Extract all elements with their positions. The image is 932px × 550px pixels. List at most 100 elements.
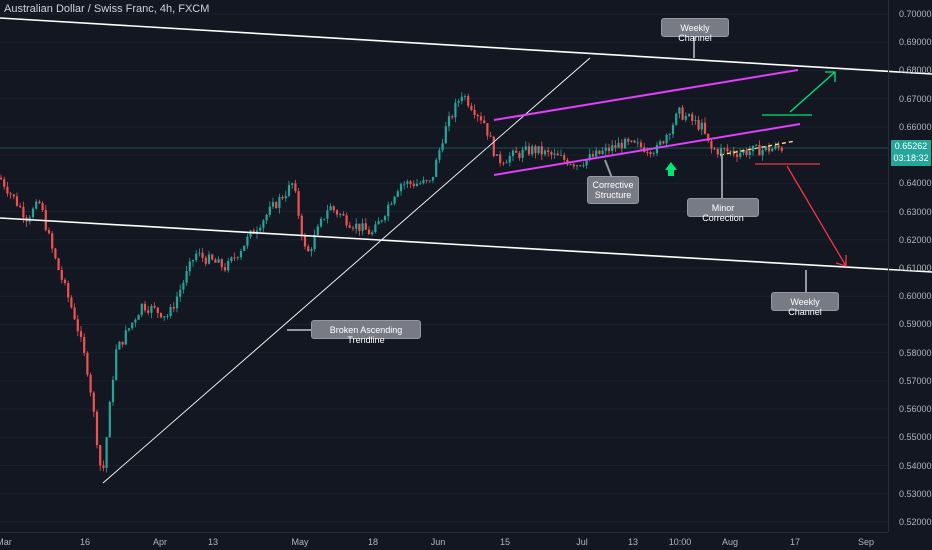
bull-candle: [617, 137, 620, 148]
bull-candle: [198, 248, 201, 257]
time-tick-label: Apr: [152, 537, 168, 547]
bear-candle: [156, 307, 159, 318]
bear-candle: [607, 143, 611, 155]
bear-candle: [223, 262, 227, 273]
bull-candle: [575, 164, 579, 171]
callout-label-line2: Structure: [594, 190, 632, 200]
bear-candle: [534, 144, 537, 159]
bear-candle: [159, 312, 163, 319]
bull-candle: [278, 193, 281, 214]
corrective-channel-upper-line[interactable]: [493, 69, 799, 121]
bull-candle: [524, 141, 527, 152]
bear-candle: [486, 123, 489, 140]
bull-candle: [163, 316, 166, 321]
bull-candle: [671, 122, 675, 138]
bull-candle: [140, 303, 143, 318]
bear-candle: [470, 102, 473, 112]
bull-candle: [655, 141, 659, 157]
time-tick-label: 18: [367, 537, 379, 547]
bear-candle: [153, 302, 156, 310]
callout-label: Broken Ascending Trendline: [329, 325, 403, 345]
bull-candle: [31, 206, 35, 219]
bull-candle: [393, 196, 396, 206]
bear-candle: [220, 258, 223, 271]
red-down-arrow[interactable]: [786, 165, 847, 267]
price-tick-label: 0.66000: [899, 121, 932, 132]
bull-candle: [118, 340, 121, 350]
bear-candle: [38, 199, 41, 205]
bull-candle: [601, 147, 604, 155]
green-up-marker-icon: [665, 162, 677, 176]
bull-candle: [460, 92, 463, 105]
bull-candle: [236, 256, 239, 261]
bear-candle: [44, 204, 47, 232]
callout-broken-trendline[interactable]: Broken Ascending Trendline: [311, 320, 421, 345]
bear-candle: [710, 139, 713, 154]
bear-candle: [332, 205, 335, 214]
weekly-channel-lower-line[interactable]: [0, 217, 932, 273]
bear-candle: [95, 409, 99, 449]
bear-candle: [479, 112, 483, 124]
weekly-channel-upper-line[interactable]: [0, 17, 932, 75]
time-tick-label: 17: [789, 537, 801, 547]
bull-candle: [310, 247, 313, 257]
bear-candle: [99, 444, 102, 471]
bull-candle: [441, 138, 444, 153]
callout-corrective-structure[interactable]: Corrective Structure: [587, 176, 639, 204]
bull-candle: [665, 133, 668, 147]
bear-candle: [614, 140, 617, 152]
bear-candle: [25, 214, 28, 227]
bull-candle: [259, 224, 262, 233]
bear-candle: [707, 133, 710, 143]
bull-candle: [531, 144, 534, 157]
bear-candle: [9, 191, 12, 199]
bear-candle: [547, 147, 550, 157]
bear-candle: [214, 257, 217, 263]
bull-candle: [191, 259, 195, 267]
bear-candle: [716, 147, 719, 158]
time-tick-label: 13: [627, 537, 639, 547]
bull-candle: [179, 284, 182, 302]
callout-pointer-corrective: [604, 159, 613, 179]
callout-weekly-channel-bottom[interactable]: Weekly Channel: [771, 292, 839, 317]
bear-candle: [147, 306, 150, 316]
bull-candle: [569, 163, 572, 166]
bull-candle: [447, 111, 451, 132]
bull-candle: [115, 344, 118, 382]
bull-candle: [227, 257, 230, 273]
bull-candle: [287, 180, 291, 198]
bull-candle: [374, 221, 377, 234]
bear-candle: [102, 460, 105, 472]
bull-candle: [323, 218, 326, 221]
price-tick-label: 0.59000: [899, 319, 932, 330]
bear-candle: [518, 151, 521, 161]
bull-candle: [668, 132, 671, 141]
symbol-header[interactable]: Australian Dollar / Swiss Franc, 4h, FXC…: [4, 3, 210, 15]
bear-candle: [780, 146, 783, 153]
bull-candle: [387, 201, 390, 222]
broken-ascending-trendline[interactable]: [102, 57, 591, 484]
green-up-arrow[interactable]: [789, 71, 836, 113]
bull-candle: [739, 148, 742, 160]
bull-candle: [521, 146, 524, 163]
bull-candle: [684, 112, 687, 123]
bull-candle: [175, 291, 179, 313]
bull-candle: [444, 121, 447, 144]
bear-candle: [713, 147, 716, 151]
callout-minor-correction[interactable]: Minor Correction: [687, 198, 759, 223]
bull-candle: [694, 115, 697, 125]
bear-candle: [492, 135, 495, 158]
bear-candle: [67, 280, 70, 303]
price-tick-label: 0.69000: [899, 37, 932, 48]
bear-candle: [556, 150, 559, 156]
bear-candle: [41, 201, 44, 213]
bear-candle: [281, 195, 284, 201]
bull-candle: [511, 148, 515, 162]
bear-candle: [83, 333, 86, 357]
bear-candle: [476, 113, 479, 122]
bear-candle: [358, 223, 361, 236]
bull-candle: [124, 325, 127, 346]
corrective-channel-lower-line[interactable]: [493, 123, 801, 176]
callout-weekly-channel-top[interactable]: Weekly Channel: [661, 18, 729, 43]
